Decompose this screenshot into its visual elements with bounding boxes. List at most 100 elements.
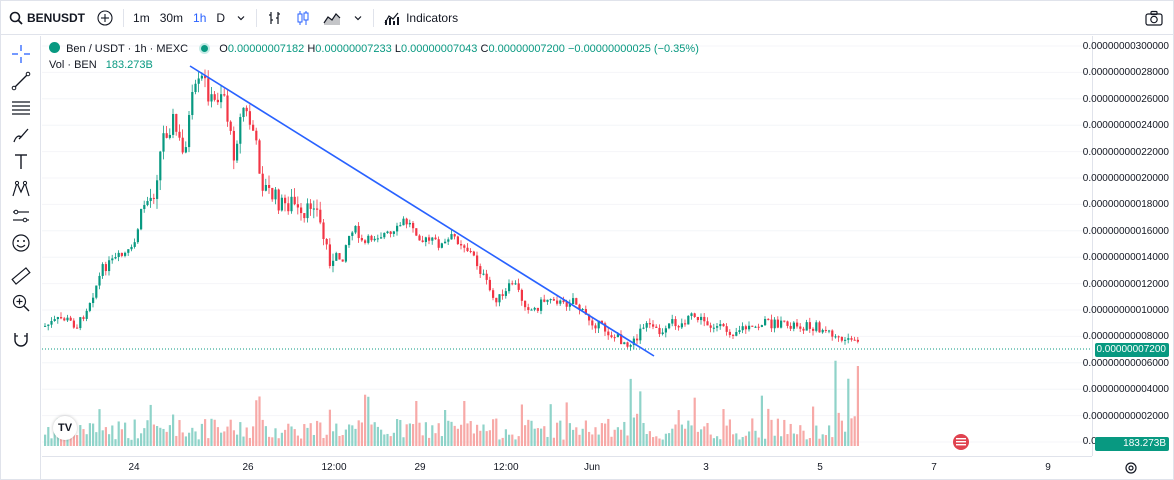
prediction-tool[interactable] [9, 204, 33, 228]
volume-bar [508, 434, 511, 446]
volume-bar [610, 436, 613, 446]
volume-bar [188, 432, 191, 446]
zoom-tool[interactable] [9, 291, 33, 315]
volume-bar [492, 419, 495, 446]
volume-bar [133, 419, 136, 446]
open-label: O [219, 43, 228, 55]
volume-bar [216, 427, 219, 446]
symbol-search[interactable]: BENUSDT [1, 1, 91, 35]
interval-dropdown[interactable] [230, 1, 252, 35]
us-flag-event-icon[interactable] [953, 434, 969, 450]
candle [837, 335, 840, 342]
volume-bar [140, 433, 143, 446]
candle [607, 327, 610, 340]
candle [332, 253, 335, 273]
candle [610, 331, 613, 339]
candle [591, 317, 594, 330]
candle [629, 343, 632, 351]
divider [373, 8, 375, 27]
indicators-button[interactable]: Indicators [378, 1, 464, 35]
ruler-tool[interactable] [9, 264, 33, 288]
volume-bar [604, 423, 607, 446]
volume-bar [284, 429, 287, 446]
candle [834, 334, 837, 339]
volume-bar [354, 428, 357, 446]
volume-bar [229, 419, 232, 446]
volume-bar [773, 435, 776, 446]
close-value: 0.00000007200 [488, 43, 565, 55]
interval-1h[interactable]: 1h [193, 10, 207, 25]
compare-button[interactable] [91, 1, 119, 35]
candle [581, 307, 584, 311]
bar-style-button[interactable] [261, 1, 289, 35]
time-axis-label: 24 [128, 462, 140, 473]
volume-bar [578, 434, 581, 446]
volume-bar [588, 431, 591, 446]
area-chart-button[interactable] [317, 1, 347, 35]
volume-bar [328, 409, 331, 446]
candle [847, 333, 850, 344]
volume-bar [664, 433, 667, 446]
candle [194, 79, 197, 95]
candles-button[interactable] [289, 1, 317, 35]
candle [501, 289, 504, 300]
candle [850, 335, 853, 342]
interval-1m[interactable]: 1m [133, 10, 150, 25]
candle [354, 225, 357, 235]
candle [341, 259, 344, 262]
symbol-eye-badge[interactable] [49, 42, 60, 53]
emoji-tool[interactable] [9, 231, 33, 255]
volume-bar [367, 396, 370, 446]
volume-bar [706, 423, 709, 446]
tradingview-logo[interactable]: TV [53, 416, 77, 440]
fib-retracement-icon [12, 101, 30, 115]
volume-bar [543, 426, 546, 446]
candle [780, 316, 783, 329]
candle [229, 120, 232, 135]
trend-line-tool[interactable] [9, 69, 33, 93]
candle [191, 84, 194, 120]
candle [652, 320, 655, 330]
volume-bar [136, 438, 139, 446]
fib-tool[interactable] [9, 96, 33, 120]
volume-bar [796, 434, 799, 446]
interval-d[interactable]: D [216, 10, 226, 25]
interval-30m[interactable]: 30m [159, 10, 184, 25]
volume-bar [120, 429, 123, 446]
volume-bar [514, 439, 517, 446]
time-axis-label: 3 [703, 462, 709, 473]
pattern-tool[interactable] [9, 177, 33, 201]
volume-bar [677, 410, 680, 446]
volume-bar [722, 409, 725, 446]
candle [623, 341, 626, 345]
candle [300, 202, 303, 221]
candle [799, 323, 802, 332]
volume-bar [303, 424, 306, 446]
text-tool[interactable] [9, 150, 33, 174]
candle [479, 263, 482, 278]
candle [408, 219, 411, 228]
brush-tool[interactable] [9, 123, 33, 147]
time-axis[interactable]: 24 26 12:00 29 12:00 Jun 3 5 7 9 [42, 456, 1137, 480]
magnet-tool[interactable] [9, 327, 33, 351]
trend-line-drawing[interactable] [189, 65, 655, 357]
chart-pane[interactable] [42, 36, 1092, 456]
chart-type-dropdown[interactable] [347, 1, 369, 35]
snapshot-button[interactable] [1139, 1, 1169, 35]
candle [456, 235, 459, 245]
candle [223, 88, 226, 97]
candle [338, 253, 341, 260]
crosshair-tool[interactable] [9, 42, 33, 66]
volume-bar [210, 418, 213, 446]
volume-bar [728, 419, 731, 446]
candle [88, 302, 91, 313]
time-axis-settings[interactable] [1124, 461, 1138, 480]
candle [463, 244, 466, 253]
volume-bar [575, 427, 578, 446]
candle [620, 330, 623, 345]
price-axis[interactable]: 0.00000000300000 0.00000000028000 0.000000… [1083, 36, 1174, 456]
volume-bar [652, 437, 655, 446]
price-axis-label: 0.00000000008000 [1082, 331, 1169, 343]
price-chart[interactable] [42, 36, 1092, 456]
